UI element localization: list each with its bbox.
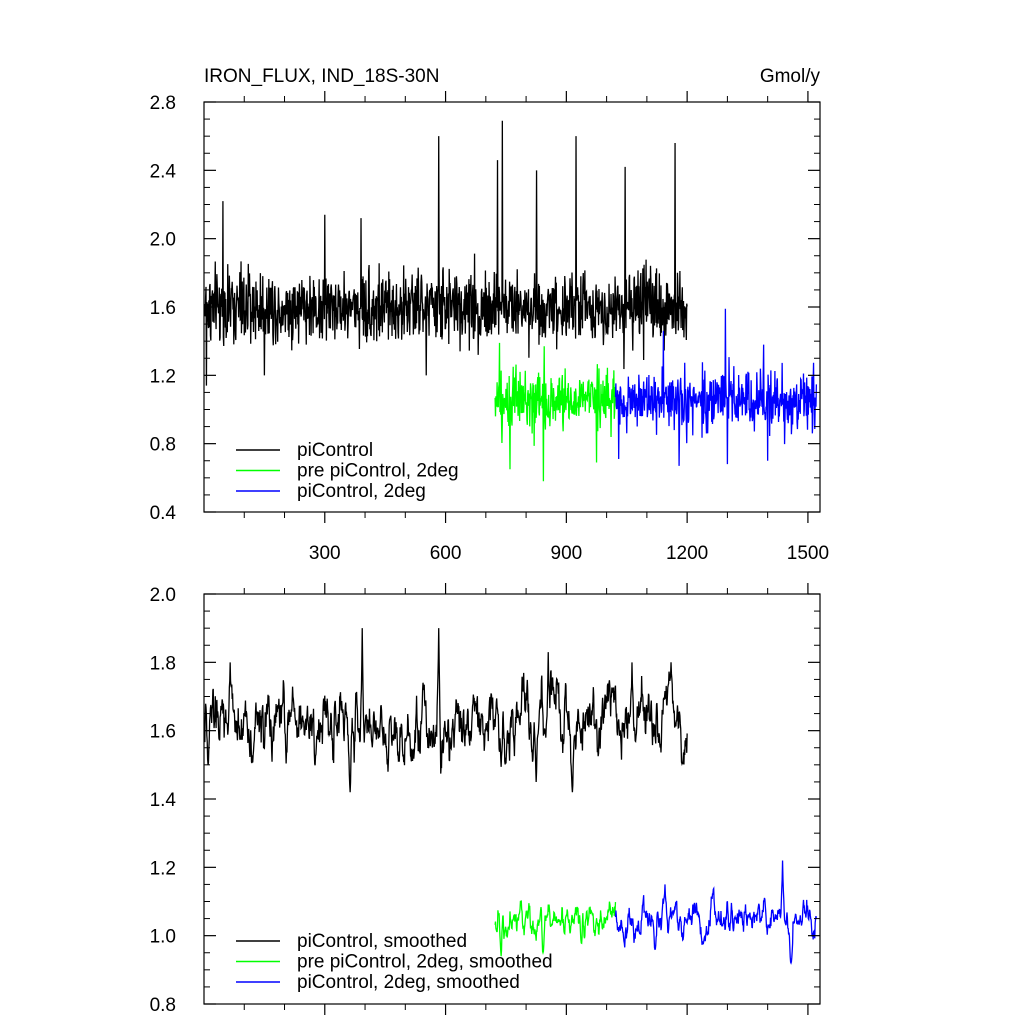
y-tick-label: 1.6 (150, 298, 176, 319)
x-tick-label: 1500 (787, 543, 829, 564)
series-line-2 (614, 860, 818, 965)
bottom-panel: 0.8 1.0 1.2 1.4 1.6 1.8 2.0 piControl, smoothed… (150, 583, 821, 1016)
y-tick-label: 1.2 (150, 366, 176, 387)
x-tick-label: 900 (551, 543, 583, 564)
y-tick-label: 0.8 (150, 435, 176, 456)
top-panel: 0.4 0.8 1.2 1.6 2.0 2.4 2.8 300 600 900 1200 1500 pi… (150, 91, 829, 564)
units-label: Gmol/y (760, 66, 821, 87)
legend-label: piControl, 2deg (297, 481, 426, 502)
x-tick-label: 1200 (666, 543, 708, 564)
x-tick-label: 300 (309, 543, 341, 564)
series-line-1 (494, 342, 616, 482)
chart-title: IRON_FLUX, IND_18S-30N (204, 66, 439, 87)
y-tick-label: 2.8 (150, 93, 176, 114)
legend-label: piControl, 2deg, smoothed (297, 972, 520, 993)
y-tick-label: 0.8 (150, 995, 176, 1016)
y-tick-label: 0.4 (150, 503, 177, 524)
legend-label: piControl, smoothed (297, 931, 467, 952)
legend-label: piControl (297, 440, 373, 461)
y-tick-label: 2.0 (150, 585, 176, 606)
legend-label: pre piControl, 2deg, smoothed (297, 952, 553, 973)
y-tick-label: 1.2 (150, 858, 176, 879)
series-line-0 (204, 628, 688, 793)
y-tick-label: 1.8 (150, 653, 176, 674)
y-tick-label: 2.0 (150, 230, 176, 251)
y-tick-label: 1.0 (150, 927, 176, 948)
legend-label: pre piControl, 2deg (297, 461, 459, 482)
x-tick-label: 600 (430, 543, 462, 564)
y-tick-label: 1.4 (150, 790, 177, 811)
y-tick-label: 1.6 (150, 722, 176, 743)
series-line-1 (494, 900, 617, 957)
series-line-2 (614, 308, 818, 466)
y-tick-label: 2.4 (150, 161, 177, 182)
series-line-0 (204, 120, 688, 386)
